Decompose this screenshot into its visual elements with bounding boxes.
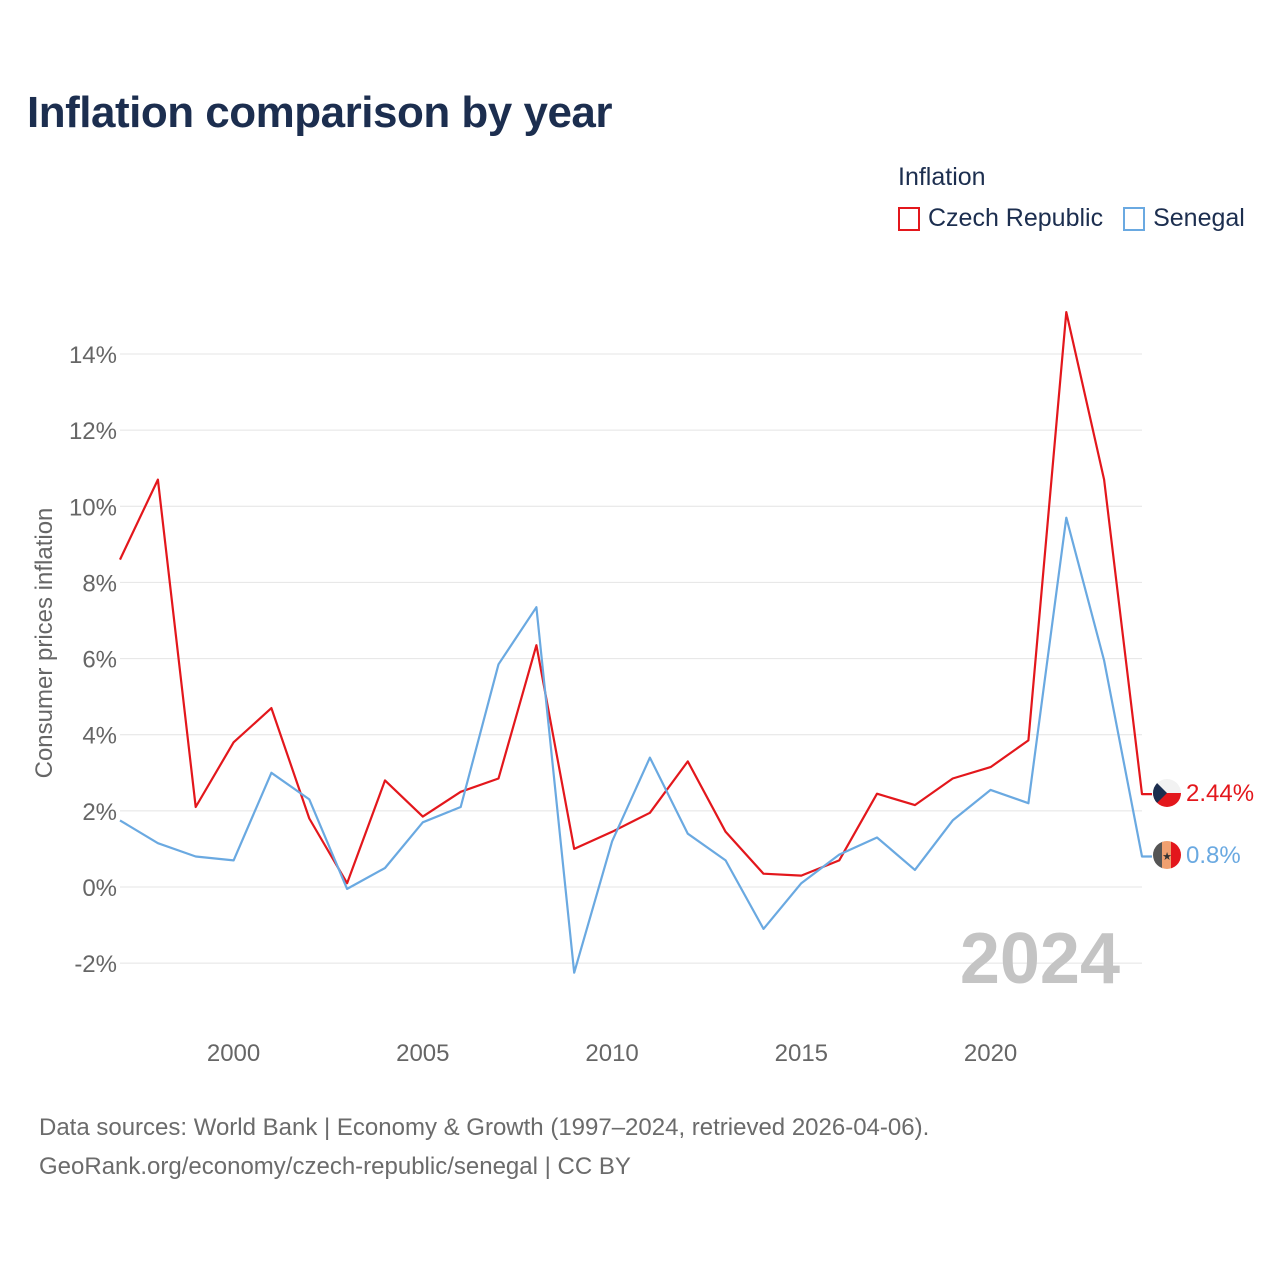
czech-republic-flag-icon — [1153, 779, 1181, 807]
line-chart: -2%0%2%4%6%8%10%12%14% 2000 2005 2010 2015 2… — [31, 311, 1254, 1067]
year-watermark: 2024 — [960, 919, 1120, 999]
source-line-1: Data sources: World Bank | Economy & Gro… — [39, 1114, 930, 1141]
legend-swatch-czech-republic — [898, 206, 920, 231]
series-lines — [119, 311, 1152, 974]
data-source-note: Data sources: World Bank | Economy & Gro… — [39, 1108, 929, 1186]
x-tick-label: 2015 — [775, 1040, 828, 1067]
y-axis-label: Consumer prices inflation — [31, 508, 58, 779]
y-tick-label: 6% — [82, 647, 117, 674]
y-tick-label: 14% — [69, 342, 117, 369]
legend-item-senegal[interactable]: Senegal — [1123, 204, 1245, 233]
legend-label-czech-republic: Czech Republic — [928, 204, 1104, 232]
x-tick-label: 2010 — [585, 1040, 638, 1067]
source-line-2[interactable]: GeoRank.org/economy/czech-republic/seneg… — [39, 1153, 631, 1180]
end-labels: 2.44% 0.8% — [1186, 780, 1254, 869]
y-axis-ticks: -2% 0% 2% 4% 6% 8% 10% 12% 14% — [69, 342, 117, 978]
x-tick-label: 2020 — [964, 1040, 1017, 1067]
x-tick-label: 2005 — [396, 1040, 449, 1067]
x-axis-ticks: 2000 2005 2010 2015 2020 — [207, 1040, 1017, 1067]
y-tick-label: 12% — [69, 418, 117, 445]
legend: Czech Republic Senegal — [898, 204, 1245, 233]
gridlines — [120, 353, 1142, 964]
chart-title: Inflation comparison by year — [27, 88, 613, 137]
legend-swatch-senegal — [1123, 206, 1146, 231]
y-tick-label: 4% — [82, 723, 117, 750]
y-tick-label: 2% — [82, 799, 117, 826]
legend-label-senegal: Senegal — [1153, 204, 1245, 232]
y-tick-label: 8% — [82, 570, 117, 597]
x-tick-label: 2000 — [207, 1040, 260, 1067]
svg-text:★: ★ — [1162, 851, 1172, 863]
end-label-senegal: 0.8% — [1186, 842, 1241, 869]
legend-item-czech-republic[interactable]: Czech Republic — [898, 204, 1103, 233]
y-tick-label: 0% — [82, 875, 117, 902]
senegal-flag-icon: ★ — [1153, 841, 1181, 869]
y-tick-label: -2% — [74, 951, 117, 978]
series-line-czech-republic[interactable] — [119, 311, 1152, 885]
legend-title: Inflation — [898, 163, 986, 191]
end-label-czech-republic: 2.44% — [1186, 780, 1254, 807]
y-tick-label: 10% — [69, 494, 117, 521]
series-line-senegal[interactable] — [119, 516, 1152, 974]
